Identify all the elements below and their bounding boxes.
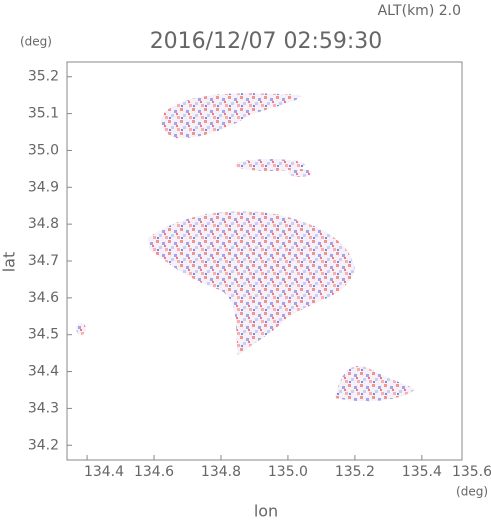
y-tick-label: 34.6: [28, 290, 59, 306]
x-tick-label: 134.4: [84, 464, 124, 480]
y-unit: (deg): [20, 35, 52, 49]
x-unit: (deg): [456, 485, 488, 499]
x-tick-label: 135.2: [335, 464, 375, 480]
y-tick-label: 34.7: [28, 253, 59, 269]
altitude-label: ALT(km) 2.0: [378, 3, 461, 19]
x-tick-label: 134.6: [134, 464, 174, 480]
chart-title: 2016/12/07 02:59:30: [150, 29, 383, 54]
echo-regions: [76, 93, 415, 402]
y-tick-label: 34.8: [28, 216, 59, 232]
y-tick-label: 34.2: [28, 437, 59, 453]
y-tick-label: 34.3: [28, 400, 59, 416]
x-tick-label: 135.6: [452, 464, 491, 480]
y-tick-label: 34.5: [28, 327, 59, 343]
y-axis-label: lat: [0, 252, 19, 273]
y-tick-label: 35.2: [28, 69, 59, 85]
x-tick-label: 135.4: [402, 464, 442, 480]
x-axis-label: lon: [254, 502, 278, 521]
y-tick-label: 34.9: [28, 179, 59, 195]
y-tick-label: 35.0: [28, 142, 59, 158]
x-tick-label: 135.0: [268, 464, 308, 480]
y-tick-label: 34.4: [28, 364, 59, 380]
y-tick-label: 35.1: [28, 106, 59, 122]
x-tick-label: 134.8: [201, 464, 241, 480]
